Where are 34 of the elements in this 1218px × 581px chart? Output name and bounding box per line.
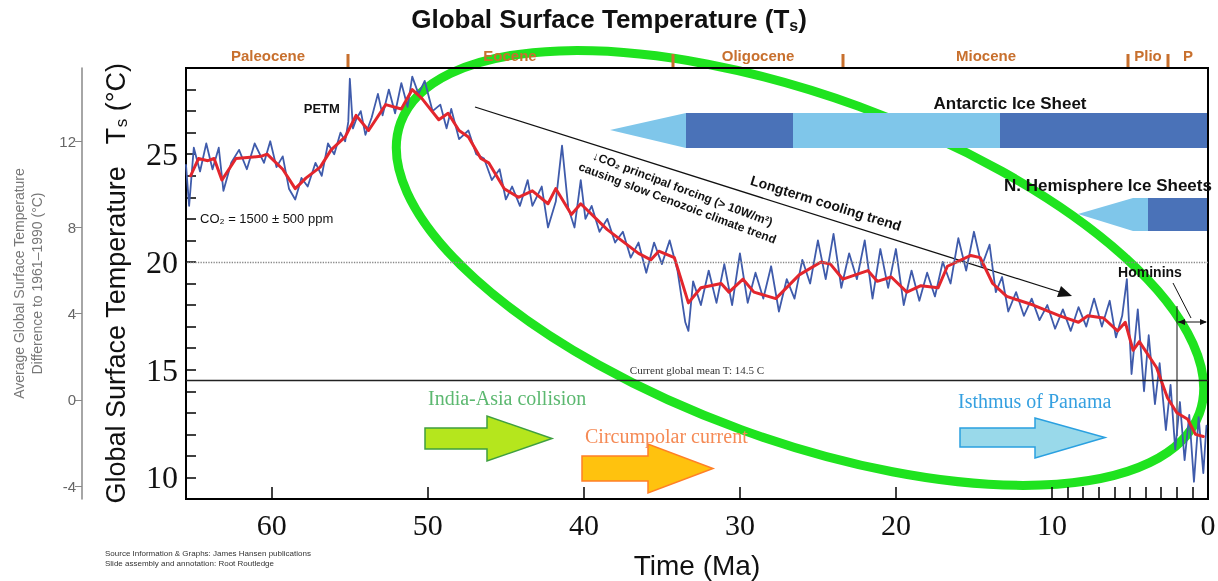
text: Oligocene [721,46,795,64]
y2-tick-label: 8 [67,218,76,236]
y2-tick-label: -4 [62,477,76,495]
y-tick-label: 20 [146,243,178,280]
chart-title: Global Surface Temperature (Ts) [411,4,807,34]
annotation: Isthmus of Panama [958,390,1112,412]
x-tick-label: 50 [412,507,443,541]
y2-axis-title: Average Global Surface Temperature Difference to 1961–1990 (°C) [11,167,45,399]
y2-tick-label: 0 [67,391,76,409]
x-tick-label: 20 [880,507,911,541]
text: Miocene [955,46,1017,64]
annotation: India-Asia collision [428,387,587,409]
y-tick-label: 10 [146,459,178,496]
x-axis-title: Time (Ma) [633,549,761,581]
annotation: CO₂ = 1500 ± 500 ppm [200,210,334,226]
y-tick-label: 25 [146,136,178,173]
text: P [1182,46,1194,64]
x-tick-label: 60 [256,507,287,541]
x-tick-label: 0 [1200,507,1216,541]
y-tick-label: 15 [146,351,178,388]
source-note: Source Information & Graphs: James Hansen publications [105,548,311,558]
y2-tick-label: 12 [59,132,76,150]
annotation: PETM [303,101,340,117]
text: Paleocene [230,46,306,64]
x-tick-label: 10 [1036,507,1067,541]
text: Slide assembly and annotation: Root Routledge [105,558,275,568]
y2-tick-label: 4 [67,305,76,323]
annotation: Circumpolar current [585,425,749,448]
text: Plio [1134,46,1162,64]
annotation: Antarctic Ice Sheet [933,93,1087,113]
x-tick-label: 40 [568,507,599,541]
y-axis-title: Global Surface Temperature Ts (°C) [100,63,131,504]
ref-line-label: Current global mean T: 14.5 C [629,363,765,376]
x-tick-label: 30 [724,507,755,541]
